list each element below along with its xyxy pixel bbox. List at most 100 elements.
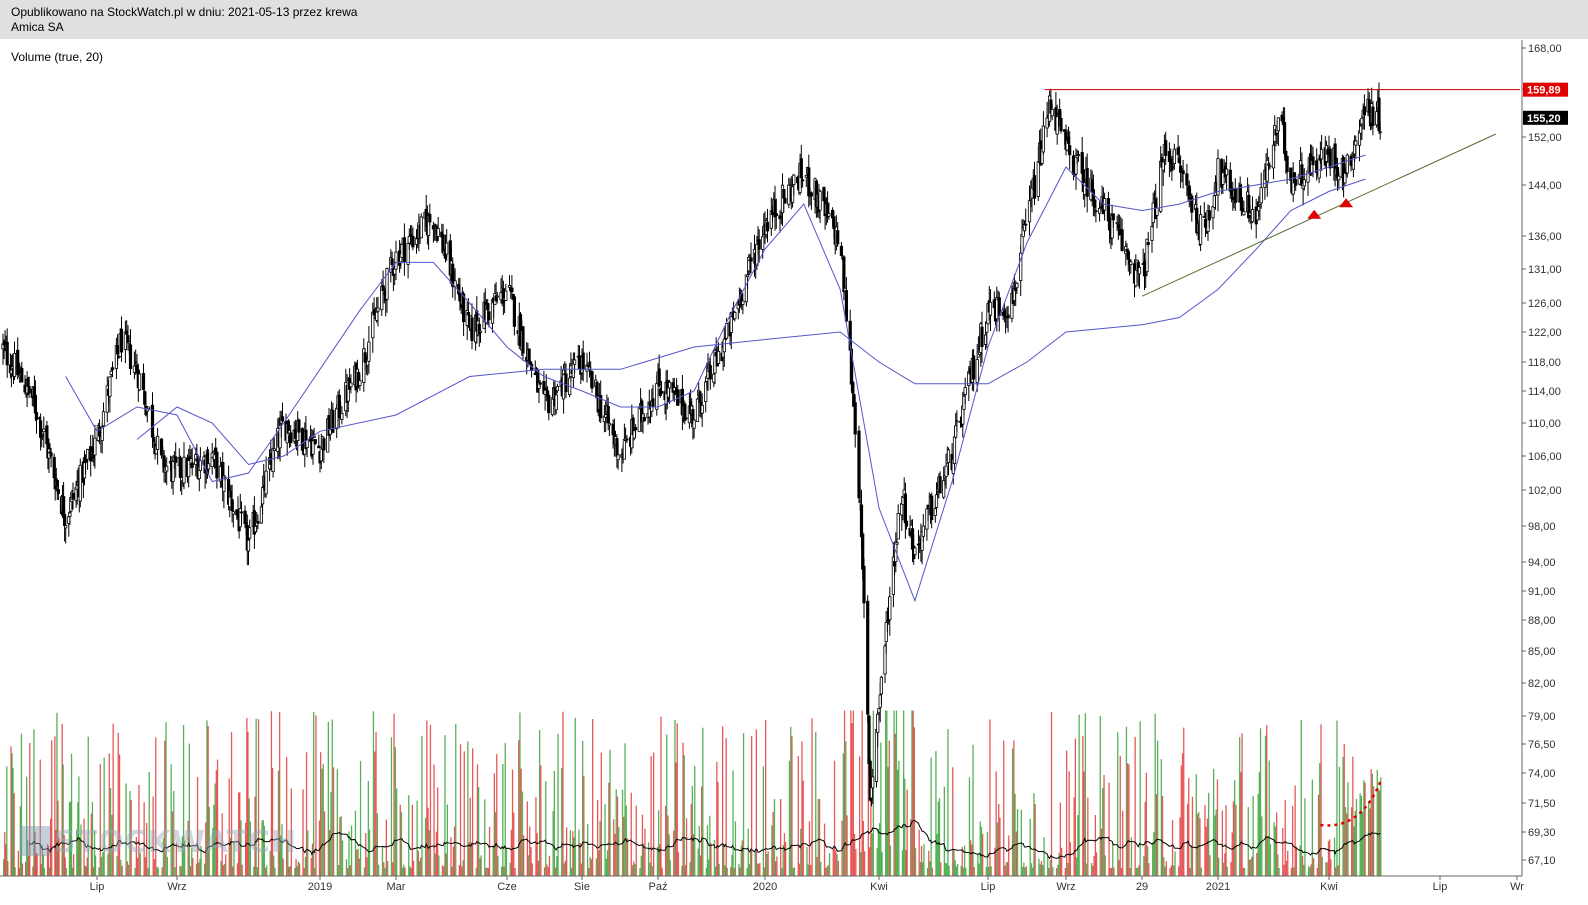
volume-bar (1196, 813, 1199, 876)
volume-bar (802, 780, 804, 876)
volume-bar (1240, 772, 1242, 876)
volume-bar (1225, 805, 1227, 876)
volume-bar (912, 710, 914, 876)
volume-bar (548, 855, 551, 876)
volume-bar (1130, 837, 1133, 876)
candle-body (1094, 210, 1098, 213)
volume-bar (196, 777, 199, 876)
candle-body (1076, 154, 1081, 157)
volume-bar (1376, 770, 1378, 876)
volume-bar (1316, 867, 1318, 876)
candle-body (376, 307, 380, 312)
candle-body (198, 460, 202, 472)
candle-body (980, 326, 984, 348)
candle-body (1311, 156, 1315, 166)
volume-bar (1122, 810, 1124, 876)
volume-bar (980, 826, 983, 876)
volume-bar (1015, 831, 1017, 876)
volume-bar (580, 863, 583, 876)
volume-bar (1308, 866, 1310, 876)
volume-bar (1104, 855, 1106, 876)
volume-bar (109, 788, 112, 876)
volume-bar (83, 818, 85, 876)
volume-bar (153, 859, 156, 876)
candle-body (725, 323, 729, 339)
volume-bar (1102, 787, 1104, 876)
volume-bar (564, 860, 567, 876)
volume-bar (989, 719, 991, 876)
volume-bar (561, 767, 563, 876)
volume-bar (986, 832, 989, 876)
price-tick-label: 122,00 (1528, 327, 1562, 339)
volume-bar (1310, 864, 1312, 876)
volume-bar (1183, 727, 1185, 876)
volume-bar (1022, 866, 1024, 876)
volume-bar (396, 788, 398, 876)
candle-body (836, 230, 840, 245)
volume-bar (452, 846, 454, 876)
candle-body (642, 416, 646, 422)
candle-body (477, 323, 481, 335)
candle-body (1085, 167, 1089, 197)
volume-bar (788, 760, 791, 876)
volume-bar (1330, 859, 1332, 876)
volume-bar (666, 734, 668, 876)
volume-bar (1368, 802, 1370, 876)
candle-body (349, 382, 353, 388)
volume-bar (1290, 868, 1293, 876)
candle-body (659, 390, 664, 394)
volume-bar (971, 844, 973, 876)
candle-body (792, 174, 796, 186)
time-tick-label: Wrz (1056, 881, 1075, 893)
volume-bar (1039, 864, 1041, 876)
volume-bar (1127, 763, 1129, 876)
volume-bar (200, 846, 202, 876)
volume-bar (191, 847, 193, 876)
volume-bar (418, 861, 421, 876)
volume-bar (937, 801, 939, 876)
volume-bar (669, 860, 671, 876)
volume-bar (1169, 867, 1171, 876)
volume-bar (978, 863, 980, 876)
volume-bar (262, 819, 264, 876)
volume-bar (446, 804, 448, 876)
volume-bar (587, 823, 589, 876)
volume-bar (363, 867, 366, 876)
candle-body (264, 470, 268, 495)
volume-bar (376, 813, 378, 876)
candle-body (101, 411, 106, 427)
volume-bar (13, 793, 15, 876)
volume-bar (1209, 855, 1211, 876)
volume-bar (478, 787, 480, 876)
volume-bar (755, 729, 757, 876)
price-tick-label: 76,50 (1528, 739, 1556, 751)
volume-bar (1068, 771, 1070, 876)
volume-bar (919, 861, 921, 876)
volume-bar (49, 867, 51, 876)
volume-bar (156, 866, 158, 876)
volume-bar (400, 811, 403, 876)
candle-body (1172, 148, 1176, 164)
volume-ma-line (29, 820, 1381, 860)
volume-bar (1103, 775, 1105, 876)
candle-body (651, 398, 655, 408)
volume-bar (1120, 868, 1123, 876)
volume-bar (845, 741, 847, 876)
volume-bar (798, 863, 801, 876)
volume-bar (1059, 802, 1061, 876)
volume-bar (572, 831, 574, 876)
volume-bar (626, 838, 629, 876)
volume-bar (523, 835, 525, 876)
candle-body (1006, 314, 1010, 319)
candle-body (1225, 168, 1229, 176)
volume-bar (599, 820, 601, 876)
volume-bar (161, 867, 163, 876)
volume-bar (998, 803, 1000, 876)
volume-bar (833, 760, 836, 876)
volume-bar (441, 865, 444, 876)
volume-bar (776, 856, 778, 876)
volume-bar (973, 867, 975, 876)
volume-bar (1200, 867, 1202, 876)
volume-bar (64, 857, 66, 876)
